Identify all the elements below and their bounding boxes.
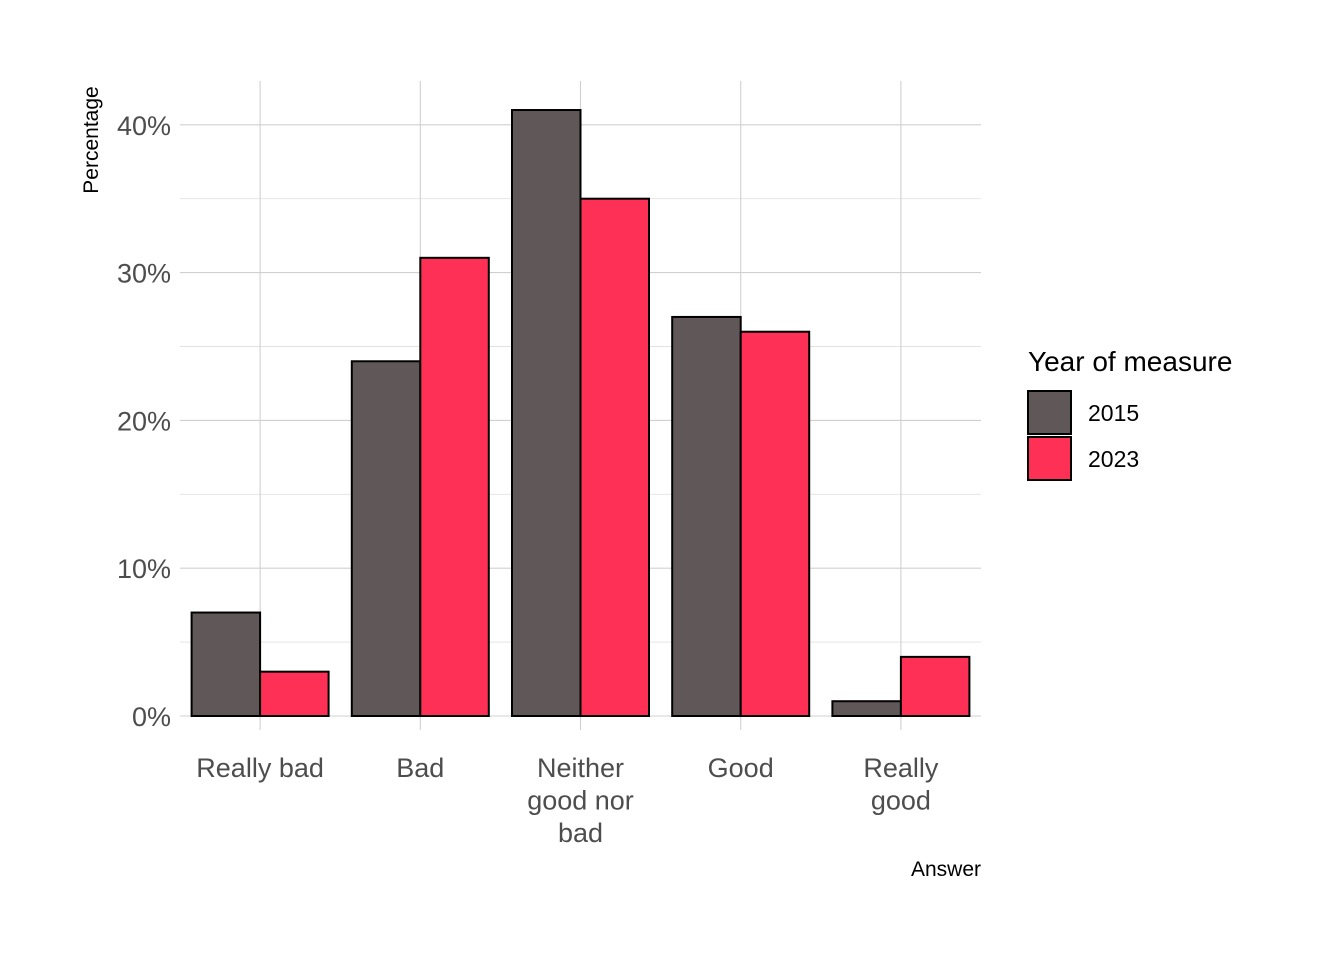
legend-swatch-2023: [1027, 436, 1072, 481]
bar-2015-2: [511, 109, 582, 717]
x-axis-ticks: Really bad Bad Neither good nor bad Good Reall…: [196, 753, 939, 848]
x-tick-label: Really bad: [196, 753, 324, 783]
y-tick-label: 40%: [117, 111, 171, 141]
y-axis-ticks: 0% 10% 20% 30% 40%: [117, 111, 171, 732]
legend: Year of measure 2015 2023: [1027, 346, 1232, 481]
bar-2015-1: [350, 360, 422, 717]
legend-title: Year of measure: [1028, 346, 1232, 377]
bar-2023-2: [579, 197, 650, 717]
y-tick-label: 0%: [132, 702, 171, 732]
legend-label-2015: 2015: [1088, 400, 1139, 426]
bars: [190, 109, 971, 718]
bar-2023-0: [259, 670, 330, 717]
bar-2023-3: [739, 330, 811, 717]
y-tick-label: 30%: [117, 259, 171, 289]
y-tick-label: 10%: [117, 554, 171, 584]
x-tick-label: Bad: [396, 753, 444, 783]
bar-2015-3: [671, 315, 742, 717]
y-tick-label: 20%: [117, 406, 171, 436]
x-axis-title: Answer: [911, 858, 981, 881]
bar-2015-4: [831, 700, 902, 717]
legend-label-2023: 2023: [1088, 446, 1139, 472]
x-tick-label: Good: [708, 753, 774, 783]
x-tick-label: Really good: [863, 753, 939, 816]
bar-2023-4: [899, 655, 971, 718]
y-axis-title: Percentage: [80, 86, 103, 193]
x-tick-label: Neither good nor bad: [527, 753, 634, 848]
bar-2023-1: [419, 256, 490, 717]
legend-swatch-2015: [1027, 390, 1072, 435]
bar-2015-0: [190, 611, 262, 717]
